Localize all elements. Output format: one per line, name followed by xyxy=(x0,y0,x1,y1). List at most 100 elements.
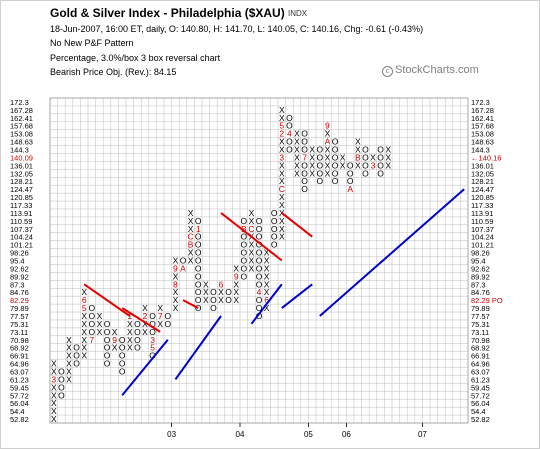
o-box: O xyxy=(301,176,308,186)
month-marker: A xyxy=(347,184,353,194)
y-tick-label-right: 101.21 xyxy=(471,241,494,250)
x-box: X xyxy=(279,176,285,186)
month-marker: 3 xyxy=(150,335,155,345)
y-tick-label-left: 104.24 xyxy=(10,233,33,242)
o-box: O xyxy=(119,359,126,369)
o-box: O xyxy=(271,208,278,218)
o-box: O xyxy=(332,160,339,170)
y-tick-label-left: 157.68 xyxy=(10,122,33,131)
o-box: O xyxy=(149,311,156,321)
x-box: X xyxy=(385,160,391,170)
y-tick-label-left: 89.92 xyxy=(10,272,29,281)
o-box: O xyxy=(210,287,217,297)
x-box: X xyxy=(294,168,300,178)
o-box: O xyxy=(195,232,202,242)
x-box: X xyxy=(173,295,179,305)
o-box: O xyxy=(256,279,263,289)
month-marker: 3 xyxy=(51,374,56,384)
y-tick-label-left: 77.57 xyxy=(10,312,29,321)
x-box: X xyxy=(309,160,315,170)
o-box: O xyxy=(240,232,247,242)
x-box: X xyxy=(127,327,133,337)
y-tick-label-left: 98.26 xyxy=(10,249,29,258)
y-tick-label-right: 77.57 xyxy=(471,312,490,321)
y-tick-label-left: 84.76 xyxy=(10,288,29,297)
x-box: X xyxy=(142,327,148,337)
y-tick-label-right: 87.3 xyxy=(471,280,486,289)
x-box: X xyxy=(81,311,87,321)
y-tick-label-left: 124.47 xyxy=(10,185,33,194)
o-box: O xyxy=(134,319,141,329)
x-box: X xyxy=(142,319,148,329)
y-tick-label-right: 63.07 xyxy=(471,367,490,376)
y-tick-label-left: 73.11 xyxy=(10,328,28,337)
y-tick-label-right: 79.89 xyxy=(471,304,490,313)
x-box: X xyxy=(157,303,163,313)
y-tick-label-right: 61.23 xyxy=(471,375,490,384)
y-tick-label-right: 148.63 xyxy=(471,138,494,147)
o-box: O xyxy=(104,327,111,337)
x-box: X xyxy=(264,263,270,273)
o-box: O xyxy=(104,319,111,329)
y-tick-label-right: 70.98 xyxy=(471,336,490,345)
o-box: O xyxy=(73,359,80,369)
o-box: O xyxy=(195,287,202,297)
x-box: X xyxy=(325,145,331,155)
x-axis: 03 04 05 06 07 xyxy=(167,423,427,439)
x-box: X xyxy=(294,160,300,170)
o-box: O xyxy=(73,343,80,353)
y-tick-label-left: 68.92 xyxy=(10,344,29,353)
o-box: O xyxy=(210,295,217,305)
o-box: O xyxy=(301,184,308,194)
o-box: O xyxy=(225,287,232,297)
month-marker: C xyxy=(248,224,254,234)
x-box: X xyxy=(279,145,285,155)
o-box: O xyxy=(256,240,263,250)
x-tick-label: 07 xyxy=(418,430,427,439)
month-marker: 8 xyxy=(173,279,178,289)
x-box: X xyxy=(279,232,285,242)
x-box: X xyxy=(385,145,391,155)
x-box: X xyxy=(325,160,331,170)
y-tick-label-left: 162.41 xyxy=(10,114,33,123)
o-box: O xyxy=(210,303,217,313)
x-box: X xyxy=(66,351,72,361)
o-box: O xyxy=(271,240,278,250)
y-tick-label-right: 124.47 xyxy=(471,185,494,194)
x-box: X xyxy=(233,295,239,305)
y-tick-label-right: 167.28 xyxy=(471,106,494,115)
x-box: X xyxy=(279,113,285,123)
month-marker: C xyxy=(188,232,194,242)
y-tick-label-left: 92.62 xyxy=(10,264,29,273)
x-tick-label: 04 xyxy=(236,430,245,439)
y-tick-label-right: 144.3 xyxy=(471,146,490,155)
x-box: X xyxy=(249,248,255,258)
x-box: X xyxy=(66,343,72,353)
y-axis-left: 172.3167.28162.41157.68153.08148.63144.3… xyxy=(10,98,33,424)
o-box: O xyxy=(362,145,369,155)
x-box: X xyxy=(66,374,72,384)
x-box: X xyxy=(218,287,224,297)
x-box: X xyxy=(264,271,270,281)
o-box: O xyxy=(332,152,339,162)
x-box: X xyxy=(309,168,315,178)
y-tick-label-right: 73.11 xyxy=(471,328,489,337)
month-marker: 9 xyxy=(173,263,178,273)
y-tick-label-left: 66.91 xyxy=(10,352,29,361)
x-box: X xyxy=(81,287,87,297)
x-box: X xyxy=(51,359,57,369)
o-box: O xyxy=(377,168,384,178)
month-marker: 2 xyxy=(143,311,148,321)
x-box: X xyxy=(173,271,179,281)
copyright-icon: c xyxy=(382,66,393,77)
y-tick-label-right: 92.62 xyxy=(471,264,490,273)
x-box: X xyxy=(97,327,103,337)
month-marker: 6 xyxy=(264,295,269,305)
y-tick-label-right: 57.72 xyxy=(471,391,490,400)
o-box: O xyxy=(256,224,263,234)
o-box: O xyxy=(316,145,323,155)
y-tick-label-right: 104.24 xyxy=(471,233,494,242)
x-box: X xyxy=(81,335,87,345)
x-box: X xyxy=(203,295,209,305)
o-box: O xyxy=(286,145,293,155)
